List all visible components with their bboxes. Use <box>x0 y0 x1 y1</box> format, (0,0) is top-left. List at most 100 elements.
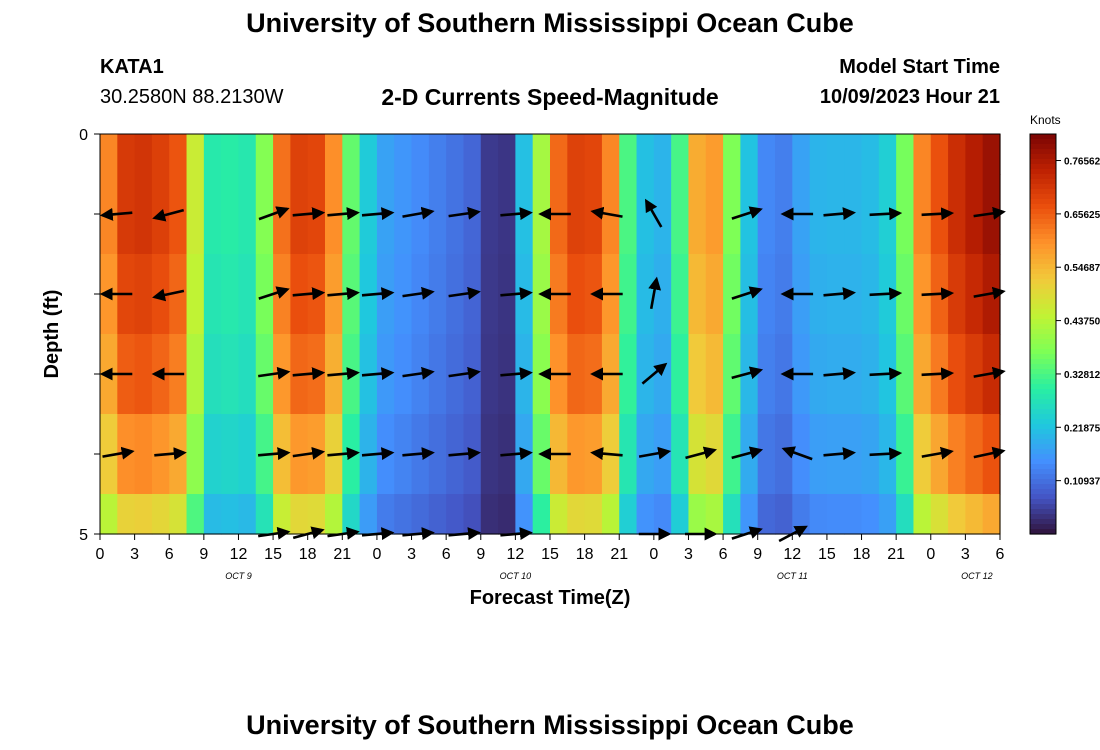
heatmap-cell <box>480 174 499 255</box>
heatmap-cell <box>394 334 413 415</box>
heatmap-cell <box>705 174 724 255</box>
colorbar-segment <box>1030 389 1056 395</box>
heatmap-cell <box>671 414 690 495</box>
colorbar-segment <box>1030 374 1056 380</box>
heatmap-cell <box>394 174 413 255</box>
heatmap-cell <box>584 494 603 535</box>
heatmap-cell <box>705 414 724 495</box>
current-vector <box>823 287 856 301</box>
heatmap-cell <box>394 494 413 535</box>
colorbar-segment <box>1030 339 1056 345</box>
current-vector <box>731 366 764 380</box>
heatmap-cell <box>151 494 170 535</box>
heatmap-cell <box>273 134 291 175</box>
heatmap-cell <box>186 134 205 175</box>
current-vector <box>152 208 185 222</box>
colorbar-segment <box>1030 469 1056 475</box>
heatmap-cell <box>428 134 447 175</box>
colorbar-segment <box>1030 184 1056 190</box>
colorbar-segment <box>1030 399 1056 405</box>
heatmap-cell <box>186 254 205 335</box>
current-vector <box>869 447 903 461</box>
heatmap-cell <box>238 494 257 535</box>
colorbar-tick-label: 0.43750 <box>1064 317 1100 328</box>
colorbar-segment <box>1030 464 1056 470</box>
heatmap-cell <box>446 134 465 175</box>
heatmap-cell <box>861 494 880 535</box>
x-tick-label: 6 <box>719 546 728 563</box>
current-vector <box>327 367 360 381</box>
colorbar-segment <box>1030 289 1056 295</box>
model-start-label: Model Start Time <box>839 56 1000 78</box>
current-vector <box>973 446 1006 460</box>
heatmap-cell <box>221 254 240 335</box>
heatmap-cell <box>567 174 586 255</box>
colorbar-label: Knots <box>1030 113 1061 127</box>
heatmap-cell <box>480 134 499 175</box>
heatmap-cell <box>325 494 343 535</box>
colorbar-segment <box>1030 379 1056 385</box>
colorbar-segment <box>1030 149 1056 155</box>
colorbar-segment <box>1030 269 1056 275</box>
heatmap-cell <box>480 414 499 495</box>
colorbar-segment <box>1030 329 1056 335</box>
current-vector <box>973 366 1006 380</box>
heatmap-cell <box>498 134 516 175</box>
colorbar-segment <box>1030 264 1056 270</box>
colorbar-segment <box>1030 434 1056 440</box>
heatmap-cell <box>186 494 205 535</box>
colorbar-segment <box>1030 409 1056 415</box>
heatmap-cell <box>896 254 915 335</box>
heatmap-cell <box>342 494 361 535</box>
colorbar-segment <box>1030 334 1056 340</box>
model-start-value: 10/09/2023 Hour 21 <box>819 86 1000 108</box>
colorbar-segment <box>1030 199 1056 205</box>
heatmap-cell <box>151 134 170 175</box>
current-vector <box>292 367 326 381</box>
heatmap-cell <box>619 134 638 175</box>
colorbar-segment <box>1030 509 1056 515</box>
colorbar-segment <box>1030 249 1056 255</box>
colorbar-segment <box>1030 419 1056 425</box>
x-tick-label: 15 <box>264 546 282 563</box>
heatmap-cell <box>809 334 828 415</box>
heatmap-cell <box>740 494 759 535</box>
colorbar-tick-label: 0.10937 <box>1064 477 1100 488</box>
colorbar-segment <box>1030 224 1056 230</box>
heatmap-cell <box>428 494 447 535</box>
heatmap-cell <box>480 494 499 535</box>
current-vector <box>648 276 662 310</box>
heatmap-cell <box>930 494 949 535</box>
colorbar-segment <box>1030 499 1056 505</box>
heatmap-cell <box>948 134 966 175</box>
heatmap-cell <box>134 254 153 335</box>
colorbar-segment <box>1030 484 1056 490</box>
colorbar-segment <box>1030 234 1056 240</box>
heatmap-cell <box>273 494 291 535</box>
heatmap-cell <box>307 494 326 535</box>
heatmap-cell <box>134 334 153 415</box>
colorbar-segment <box>1030 194 1056 200</box>
heatmap-cell <box>619 174 638 255</box>
x-tick-label: 18 <box>576 546 594 563</box>
current-vector <box>448 206 481 220</box>
heatmap-cell <box>584 174 603 255</box>
colorbar-segment <box>1030 244 1056 250</box>
heatmap-cell <box>723 134 741 175</box>
x-tick-label: 0 <box>926 546 935 563</box>
heatmap-cell <box>948 414 966 495</box>
colorbar-segment <box>1030 144 1056 150</box>
current-vector <box>590 206 623 220</box>
colorbar-segment <box>1030 154 1056 160</box>
heatmap-cell <box>982 134 1001 175</box>
date-label: OCT 12 <box>961 571 993 581</box>
heatmap-cell <box>965 414 984 495</box>
heatmap-cell <box>325 134 343 175</box>
x-tick-label: 9 <box>753 546 762 563</box>
colorbar-segment <box>1030 219 1056 225</box>
heatmap-cell <box>498 494 516 535</box>
date-label: OCT 9 <box>225 571 252 581</box>
colorbar-segment <box>1030 384 1056 390</box>
heatmap-cell <box>428 414 447 495</box>
heatmap-cell <box>463 494 482 535</box>
